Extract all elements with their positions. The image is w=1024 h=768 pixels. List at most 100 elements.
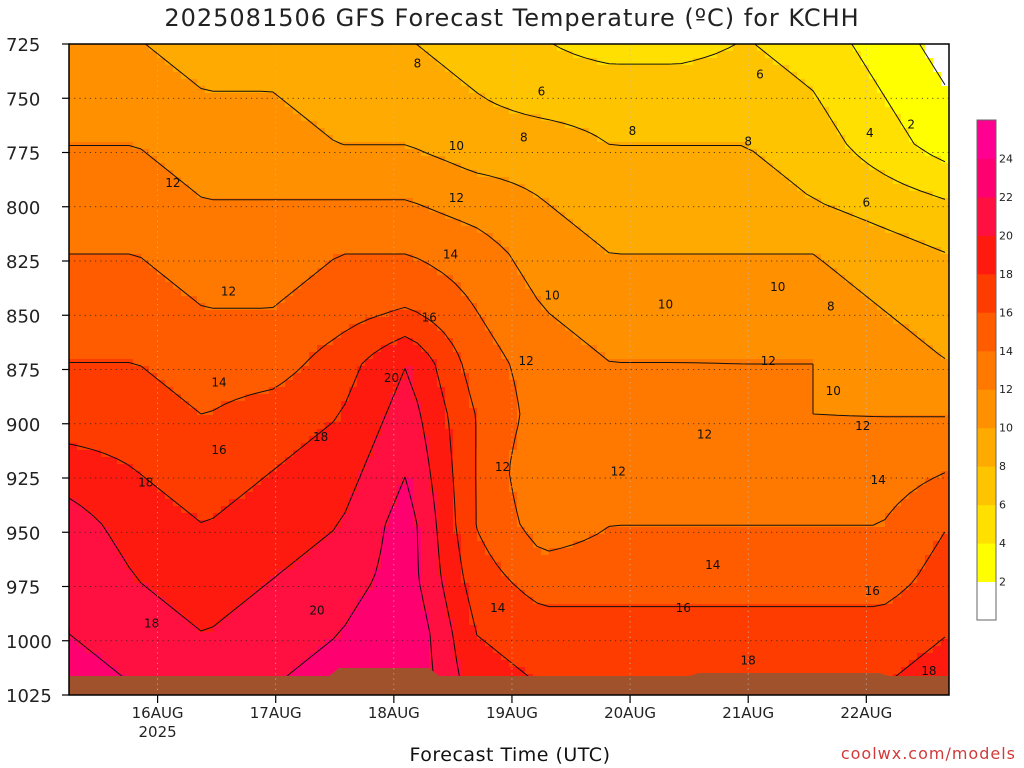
field-cell (125, 422, 134, 430)
field-cell (213, 639, 222, 647)
field-cell (189, 632, 198, 640)
field-cell (245, 660, 254, 668)
field-cell (117, 65, 126, 73)
field-cell (277, 667, 286, 675)
field-cell (85, 107, 94, 115)
field-cell (397, 366, 406, 374)
field-cell (181, 499, 190, 507)
field-cell (149, 625, 158, 633)
field-cell (445, 226, 454, 234)
field-cell (261, 352, 270, 360)
field-cell (301, 72, 310, 80)
field-cell (365, 338, 374, 346)
field-cell (469, 352, 478, 360)
field-cell (69, 590, 78, 598)
field-cell (405, 520, 414, 528)
field-cell (333, 240, 342, 248)
field-cell (309, 205, 318, 213)
field-cell (285, 541, 294, 549)
field-cell (469, 191, 478, 199)
field-cell (421, 86, 430, 94)
field-cell (357, 401, 366, 409)
field-cell (245, 156, 254, 164)
field-cell (389, 415, 398, 423)
field-cell (309, 72, 318, 80)
field-cell (357, 387, 366, 395)
field-cell (205, 79, 214, 87)
field-cell (149, 170, 158, 178)
field-cell (125, 569, 134, 577)
field-cell (397, 436, 406, 444)
field-cell (149, 464, 158, 472)
field-cell (221, 450, 230, 458)
field-cell (293, 191, 302, 199)
field-cell (165, 65, 174, 73)
field-cell (437, 219, 446, 227)
field-cell (365, 247, 374, 255)
field-cell (205, 184, 214, 192)
field-cell (389, 534, 398, 542)
field-cell (261, 100, 270, 108)
field-cell (69, 492, 78, 500)
field-cell (429, 534, 438, 542)
field-cell (133, 527, 142, 535)
field-cell (125, 275, 134, 283)
field-cell (77, 107, 86, 115)
field-cell (381, 394, 390, 402)
field-cell (317, 541, 326, 549)
field-cell (93, 436, 102, 444)
field-cell (453, 121, 462, 129)
field-cell (245, 219, 254, 227)
field-cell (381, 149, 390, 157)
field-cell (317, 429, 326, 437)
field-cell (309, 268, 318, 276)
field-cell (445, 44, 454, 52)
field-cell (301, 478, 310, 486)
field-cell (253, 142, 262, 150)
field-cell (325, 527, 334, 535)
field-cell (485, 240, 494, 248)
field-cell (365, 457, 374, 465)
field-cell (117, 79, 126, 87)
field-cell (125, 324, 134, 332)
field-cell (317, 163, 326, 171)
field-cell (197, 345, 206, 353)
field-cell (437, 408, 446, 416)
field-cell (85, 261, 94, 269)
field-cell (485, 611, 494, 619)
field-cell (413, 359, 422, 367)
field-cell (445, 191, 454, 199)
field-cell (197, 583, 206, 591)
field-cell (421, 65, 430, 73)
field-cell (285, 471, 294, 479)
field-cell (77, 590, 86, 598)
field-cell (317, 352, 326, 360)
field-cell (269, 191, 278, 199)
field-cell (189, 611, 198, 619)
field-cell (325, 373, 334, 381)
field-cell (197, 653, 206, 661)
field-cell (117, 562, 126, 570)
field-cell (69, 86, 78, 94)
field-cell (413, 303, 422, 311)
field-cell (85, 415, 94, 423)
field-cell (437, 226, 446, 234)
field-cell (141, 254, 150, 262)
field-cell (381, 639, 390, 647)
field-cell (429, 254, 438, 262)
field-cell (261, 401, 270, 409)
field-cell (461, 541, 470, 549)
field-cell (173, 520, 182, 528)
field-cell (469, 597, 478, 605)
field-cell (237, 261, 246, 269)
field-cell (421, 569, 430, 577)
field-cell (133, 436, 142, 444)
field-cell (69, 58, 78, 66)
field-cell (253, 401, 262, 409)
field-cell (445, 513, 454, 521)
field-cell (445, 499, 454, 507)
field-cell (181, 345, 190, 353)
field-cell (237, 562, 246, 570)
field-cell (317, 107, 326, 115)
field-cell (429, 72, 438, 80)
